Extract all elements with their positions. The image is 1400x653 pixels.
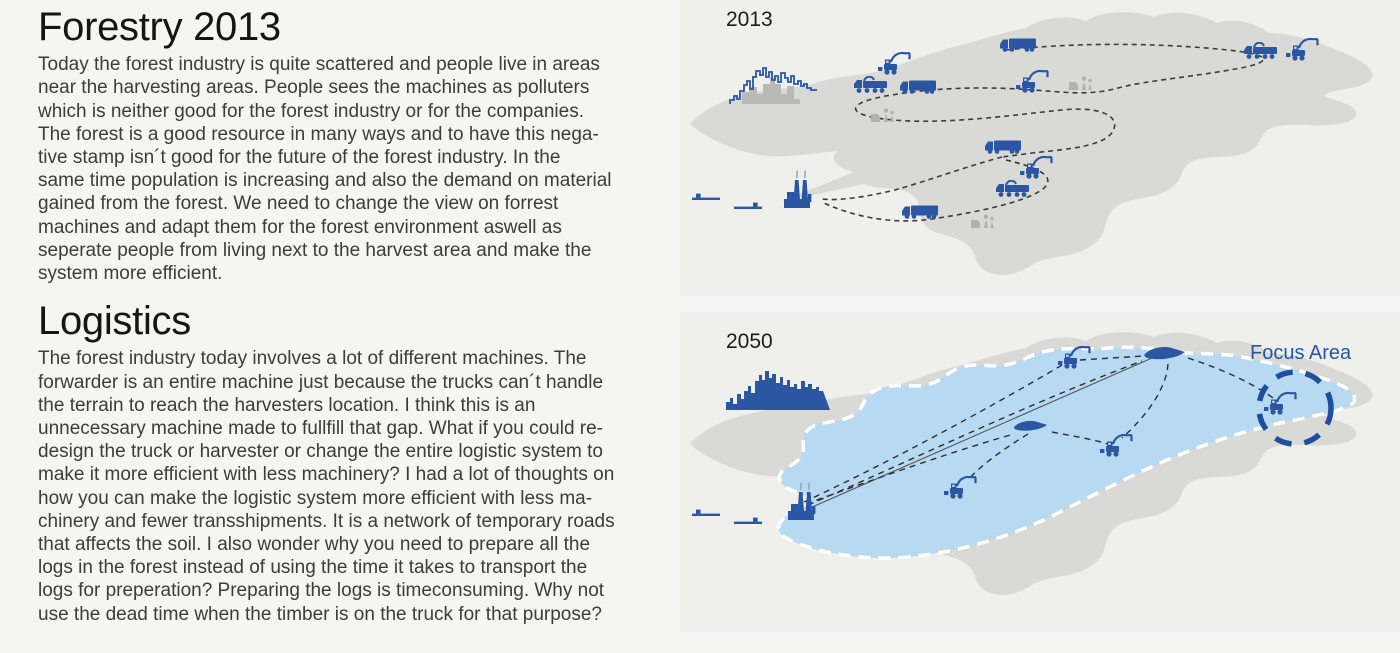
section-logistics: Logistics The forest industry today invo… [38,300,674,626]
section-forestry: Forestry 2013 Today the forest industry … [38,5,674,285]
route-small-airship-right-harvester [1051,431,1109,445]
boat-a-icon [692,193,720,200]
harvest-area-2050 [776,345,1357,560]
section-body-forestry: Today the forest industry is quite scatt… [38,54,612,285]
section-title-logistics: Logistics [38,299,191,344]
section-body-logistics: The forest industry today involves a lot… [38,348,615,625]
truck-icon [902,205,938,219]
route-small-airship-left-harvester [967,433,1029,481]
focus-area-circle [1256,369,1334,447]
logging-road-lower-loop [823,159,1049,222]
factory-icon [784,170,812,209]
route-mill-to-airship [807,360,1143,506]
route-airship-mid-harvester [1121,363,1169,439]
city-skyline-outline [729,67,817,104]
boat-b-icon [734,202,762,209]
city-silhouette [726,371,830,410]
city-skyline-solid [726,371,830,410]
city-outline [729,67,817,104]
mill-airship-cable [809,357,1153,509]
map-panel-2013: 2013 [680,0,1400,296]
boat-b-icon [734,517,762,524]
section-title-forestry: Forestry 2013 [38,5,281,49]
map-year-label-2013: 2013 [726,8,773,31]
map-panel-2050: 2050 Focus Area [680,312,1400,632]
logging-road-to-mill [821,156,1003,201]
route-airship-focus [1187,357,1277,401]
map-2050-illustration [690,332,1373,595]
focus-area-label: Focus Area [1250,342,1352,364]
city-buildings-fill [742,78,800,104]
map-2013-illustration [690,12,1373,275]
article-column: Forestry 2013 Today the forest industry … [38,5,674,626]
landmass-2013 [690,12,1373,275]
map-year-label-2050: 2050 [726,330,773,353]
boat-a-icon [692,509,720,516]
